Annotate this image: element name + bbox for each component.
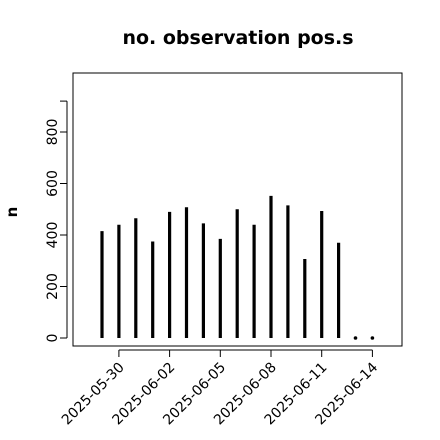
y-axis: 0 200 400 600 800 [45,100,68,343]
x-axis: 2025-05-302025-06-022025-06-052025-06-08… [59,349,381,428]
y-tick-label: 400 [45,222,61,249]
chart-title: no. observation pos.s [122,27,353,49]
bar-zero-point [370,336,375,340]
y-tick-label: 0 [45,334,61,343]
plot-frame [72,72,403,347]
y-tick-label: 600 [45,170,61,197]
y-tick-label: 800 [45,119,61,146]
bar-zero-point [353,336,358,340]
bars-group [100,195,375,340]
y-axis-title: n [3,207,21,218]
y-tick-label: 200 [45,273,61,300]
